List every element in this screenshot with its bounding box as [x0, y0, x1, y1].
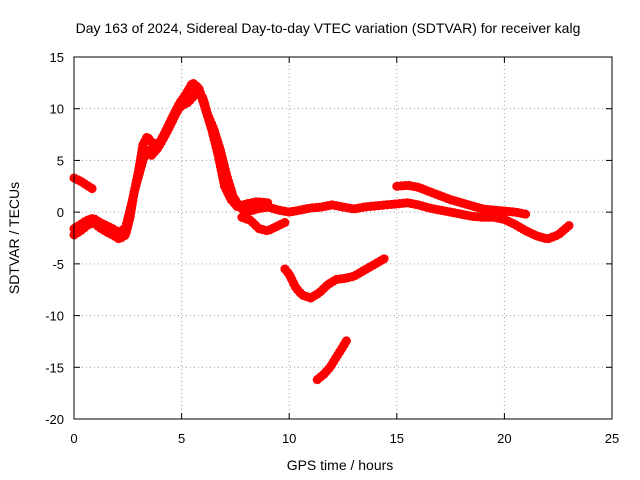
- y-axis-label: SDTVAR / TECUs: [6, 182, 22, 294]
- y-tick-label: -15: [45, 360, 64, 375]
- y-tick-label: 10: [50, 102, 64, 117]
- y-tick-label: -5: [52, 257, 64, 272]
- x-tick-label: 10: [282, 431, 296, 446]
- series-markers-track-e: [237, 212, 290, 236]
- x-tick-label: 5: [178, 431, 185, 446]
- axis-ticks: [73, 56, 613, 420]
- x-tick-label: 25: [605, 431, 619, 446]
- x-tick-label: 15: [390, 431, 404, 446]
- y-tick-label: -20: [45, 412, 64, 427]
- y-tick-label: 0: [57, 205, 64, 220]
- series-markers-track-b: [69, 86, 574, 244]
- series-markers-track-c: [69, 78, 273, 238]
- y-tick-labels: -20 -15 -10 -5 0 5 10 15: [45, 50, 64, 427]
- series-markers-track-a: [69, 173, 98, 194]
- x-axis-label: GPS time / hours: [287, 457, 394, 473]
- y-tick-label: 5: [57, 153, 64, 168]
- series-markers-track-d: [392, 180, 531, 219]
- x-tick-label: 20: [497, 431, 511, 446]
- plot-frame: [73, 56, 613, 420]
- data-series: [69, 78, 574, 385]
- y-tick-label: -10: [45, 309, 64, 324]
- series-markers-track-f: [280, 253, 391, 303]
- series-markers-track-g: [312, 334, 352, 385]
- chart-title: Day 163 of 2024, Sidereal Day-to-day VTE…: [76, 20, 581, 36]
- x-tick-label: 0: [70, 431, 77, 446]
- x-tick-labels: 0 5 10 15 20 25: [70, 431, 619, 446]
- y-tick-label: 15: [50, 50, 64, 65]
